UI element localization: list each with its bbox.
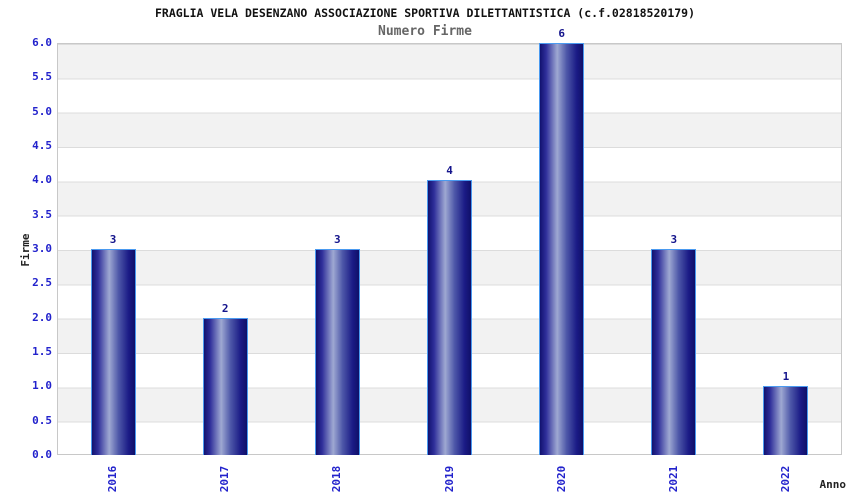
bar-value-label: 3: [334, 233, 341, 246]
x-tick-label: 2022: [778, 465, 792, 493]
bar-2018: [314, 249, 360, 455]
y-tick-label: 3.0: [32, 242, 52, 255]
y-tick-label: 5.0: [32, 104, 52, 118]
bar-value-label: 1: [782, 370, 790, 384]
bar-2017: [202, 317, 248, 455]
y-tick-label: 4.5: [32, 139, 52, 152]
y-axis-title: Firme: [19, 233, 32, 267]
bar-2020: [539, 43, 585, 455]
x-tick-label: 2017: [218, 465, 232, 493]
bar-2019: [427, 180, 472, 455]
x-tick-label: 2019: [442, 465, 456, 493]
y-tick-label: 0.5: [32, 413, 52, 427]
y-tick-label: 3.5: [32, 207, 52, 221]
chart-subtitle: Numero Firme: [378, 24, 472, 39]
y-tick-label: 1.5: [32, 345, 52, 358]
y-tick-label: 5.5: [32, 70, 52, 84]
bar-2016: [90, 249, 136, 455]
y-tick-label: 6.0: [32, 36, 52, 49]
chart-title: FRAGLIA VELA DESENZANO ASSOCIAZIONE SPOR…: [154, 6, 696, 20]
y-tick-label: 4.0: [32, 173, 52, 187]
bar-value-label: 6: [558, 27, 565, 40]
y-tick-label: 2.5: [32, 276, 52, 290]
bar-2022: [763, 386, 809, 455]
x-tick-label: 2018: [330, 465, 344, 493]
y-tick-label: 2.0: [32, 310, 52, 324]
y-tick-label: 1.0: [32, 379, 52, 393]
bar-2021: [651, 249, 697, 455]
bar-value-label: 3: [670, 233, 678, 246]
bar-value-label: 3: [109, 233, 117, 246]
x-tick-label: 2020: [554, 465, 568, 493]
y-tick-label: 0.0: [32, 448, 52, 461]
bar-value-label: 2: [221, 301, 229, 315]
x-tick-label: 2016: [106, 465, 120, 493]
bar-value-label: 4: [446, 164, 453, 178]
x-axis-title: Anno: [819, 478, 847, 491]
x-tick-label: 2021: [666, 465, 680, 493]
